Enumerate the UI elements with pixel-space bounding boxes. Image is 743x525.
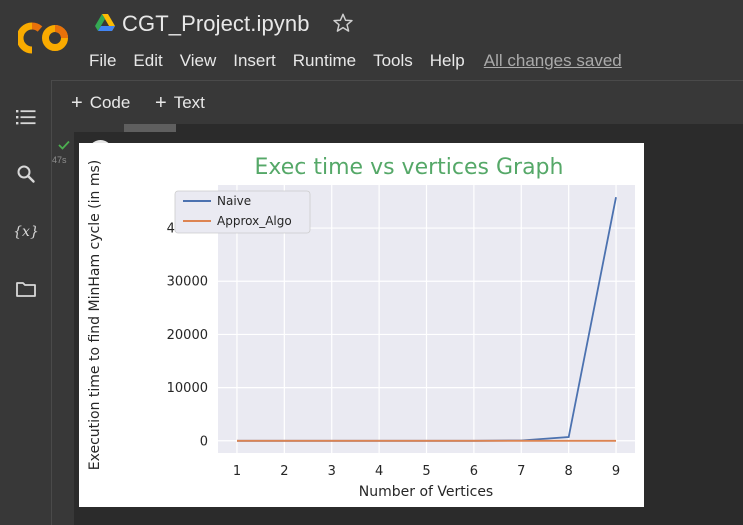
variables-icon[interactable]: {x} (14, 219, 38, 243)
menu-bar: File Edit View Insert Runtime Tools Help… (89, 50, 639, 72)
add-code-button[interactable]: + Code (71, 93, 130, 113)
menu-view[interactable]: View (179, 51, 217, 70)
save-status-link[interactable]: All changes saved (483, 51, 622, 70)
plus-icon: + (155, 91, 167, 114)
menu-runtime[interactable]: Runtime (292, 51, 357, 70)
top-bar: CGT_Project.ipynb File Edit View Insert … (0, 0, 743, 80)
notebook-toolbar: + Code + Text (0, 80, 743, 124)
star-icon[interactable] (332, 12, 354, 34)
left-sidebar: {x} (0, 80, 52, 525)
menu-file[interactable]: File (89, 51, 117, 70)
menu-insert[interactable]: Insert (233, 51, 276, 70)
x-tick-label: 4 (375, 464, 383, 479)
add-code-label: Code (89, 93, 131, 112)
legend-label-approx-algo: Approx_Algo (217, 214, 292, 228)
plus-icon: + (71, 91, 83, 114)
y-tick-label: 0 (200, 434, 208, 449)
folder-icon[interactable] (14, 277, 38, 301)
cell-execution-time: 47s (52, 155, 67, 165)
x-tick-label: 5 (422, 464, 430, 479)
chart-series (237, 197, 617, 442)
x-tick-label: 6 (470, 464, 478, 479)
x-tick-label: 8 (565, 464, 573, 479)
y-tick-label: 30000 (167, 275, 208, 290)
chart-title: Exec time vs vertices Graph (255, 155, 564, 180)
google-drive-icon[interactable] (95, 14, 115, 32)
cell-top-border (124, 124, 743, 132)
search-icon[interactable] (14, 162, 38, 186)
cell-bottom-border (74, 517, 743, 525)
x-tick-label: 7 (517, 464, 525, 479)
x-tick-label: 3 (328, 464, 336, 479)
add-text-button[interactable]: + Text (155, 93, 205, 113)
y-tick-label: 20000 (167, 328, 208, 343)
legend: Naive Approx_Algo (174, 190, 311, 234)
cell-output: 123456789010000200003000040000 Exec time… (79, 143, 644, 507)
legend-label-naive: Naive (217, 194, 251, 208)
x-axis-label: Number of Vertices (359, 484, 493, 500)
cell-focus-indicator (124, 124, 176, 132)
y-axis-label: Execution time to find MinHam cycle (in … (87, 160, 103, 471)
x-tick-label: 1 (233, 464, 241, 479)
x-tick-label: 2 (280, 464, 288, 479)
add-text-label: Text (173, 93, 205, 112)
y-tick-label: 10000 (167, 381, 208, 396)
success-check-icon (58, 140, 70, 150)
colab-logo[interactable] (18, 22, 70, 54)
notebook-title[interactable]: CGT_Project.ipynb (122, 11, 310, 36)
svg-text:{x}: {x} (14, 224, 38, 240)
menu-help[interactable]: Help (429, 51, 465, 70)
menu-edit[interactable]: Edit (133, 51, 163, 70)
line-chart: 123456789010000200003000040000 Exec time… (87, 155, 635, 500)
menu-tools[interactable]: Tools (373, 51, 413, 70)
x-tick-label: 9 (612, 464, 620, 479)
table-of-contents-icon[interactable] (14, 105, 38, 129)
